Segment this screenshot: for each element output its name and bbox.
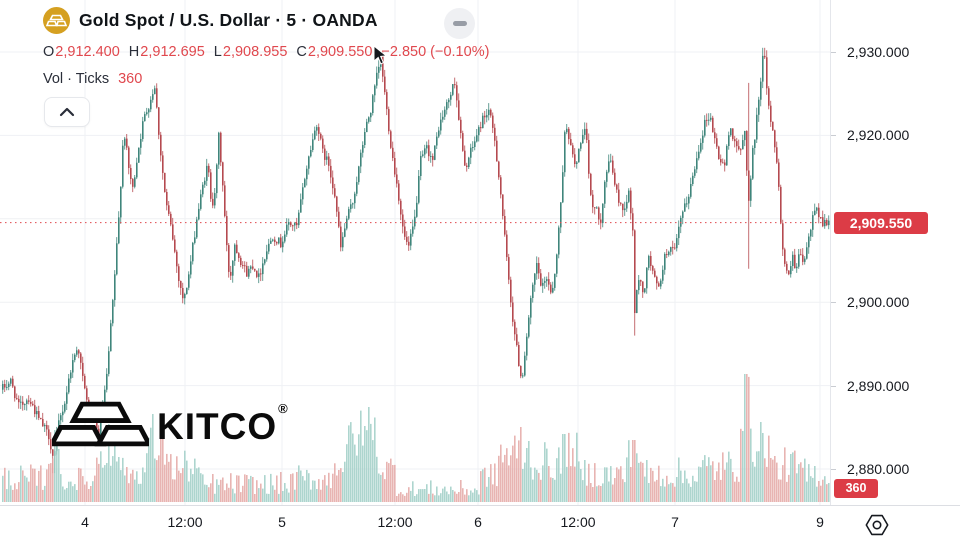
registered-mark: ®: [278, 400, 288, 416]
volume-value: 360: [118, 71, 143, 87]
ohlc-high-label: H: [128, 44, 140, 60]
time-axis-label: 6: [474, 514, 482, 530]
ohlc-low-value: 2,908.955: [222, 44, 288, 60]
time-axis-label: 7: [671, 514, 679, 530]
price-axis-label: 2,880.000: [847, 461, 910, 477]
volume-readout: Vol · Ticks 360: [43, 71, 142, 87]
ohlc-open-value: 2,912.400: [55, 44, 120, 60]
ohlc-open-label: O: [43, 44, 55, 60]
time-axis-label: 4: [81, 514, 89, 530]
price-tick: [831, 52, 836, 53]
collapse-legend-button[interactable]: [444, 8, 475, 39]
price-axis-label: 2,890.000: [847, 378, 910, 394]
minus-icon: [452, 21, 467, 26]
ohlc-close-label: C: [296, 44, 307, 60]
ohlc-close-value: 2,909.550: [307, 44, 373, 60]
price-axis-label: 2,900.000: [847, 294, 910, 310]
expand-toolbar-button[interactable]: [44, 97, 90, 127]
time-axis[interactable]: 4 12:00 5 12:00 6 12:00 7 9: [0, 505, 960, 540]
price-tick: [831, 386, 836, 387]
kitco-logo-text: KITCO: [157, 406, 278, 447]
kitco-symbol-icon: [43, 7, 70, 34]
price-tick: [831, 302, 836, 303]
price-axis[interactable]: 2,930.000 2,920.000 2,900.000 2,890.000 …: [830, 0, 960, 505]
ohlc-low-label: L: [213, 44, 222, 60]
time-axis-label: 12:00: [377, 514, 413, 530]
time-axis-label: 9: [816, 514, 824, 530]
chart-settings-icon[interactable]: [862, 512, 892, 538]
volume-label: Vol · Ticks: [43, 71, 110, 87]
time-axis-label: 12:00: [560, 514, 596, 530]
time-axis-label: 5: [278, 514, 286, 530]
price-tick: [831, 469, 836, 470]
time-axis-label: 12:00: [167, 514, 203, 530]
change-value: −2.850 (−0.10%): [381, 44, 490, 60]
ohlc-readout: O2,912.400 H2,912.695 L2,908.955 C2,909.550…: [43, 44, 489, 60]
price-chart-canvas[interactable]: [0, 0, 830, 505]
chevron-up-icon: [59, 107, 75, 117]
symbol-header: Gold Spot / U.S. Dollar · 5 · OANDA: [43, 7, 378, 34]
mouse-cursor: [373, 44, 388, 65]
kitco-gold-bars-icon: [52, 401, 149, 447]
kitco-watermark: KITCO®: [52, 400, 288, 447]
symbol-title[interactable]: Gold Spot / U.S. Dollar · 5 · OANDA: [79, 10, 378, 30]
volume-badge: 360: [834, 479, 878, 498]
price-axis-label: 2,930.000: [847, 44, 910, 60]
price-tick: [831, 135, 836, 136]
ohlc-high-value: 2,912.695: [140, 44, 205, 60]
last-price-badge: 2,909.550: [834, 212, 928, 234]
price-axis-label: 2,920.000: [847, 127, 910, 143]
